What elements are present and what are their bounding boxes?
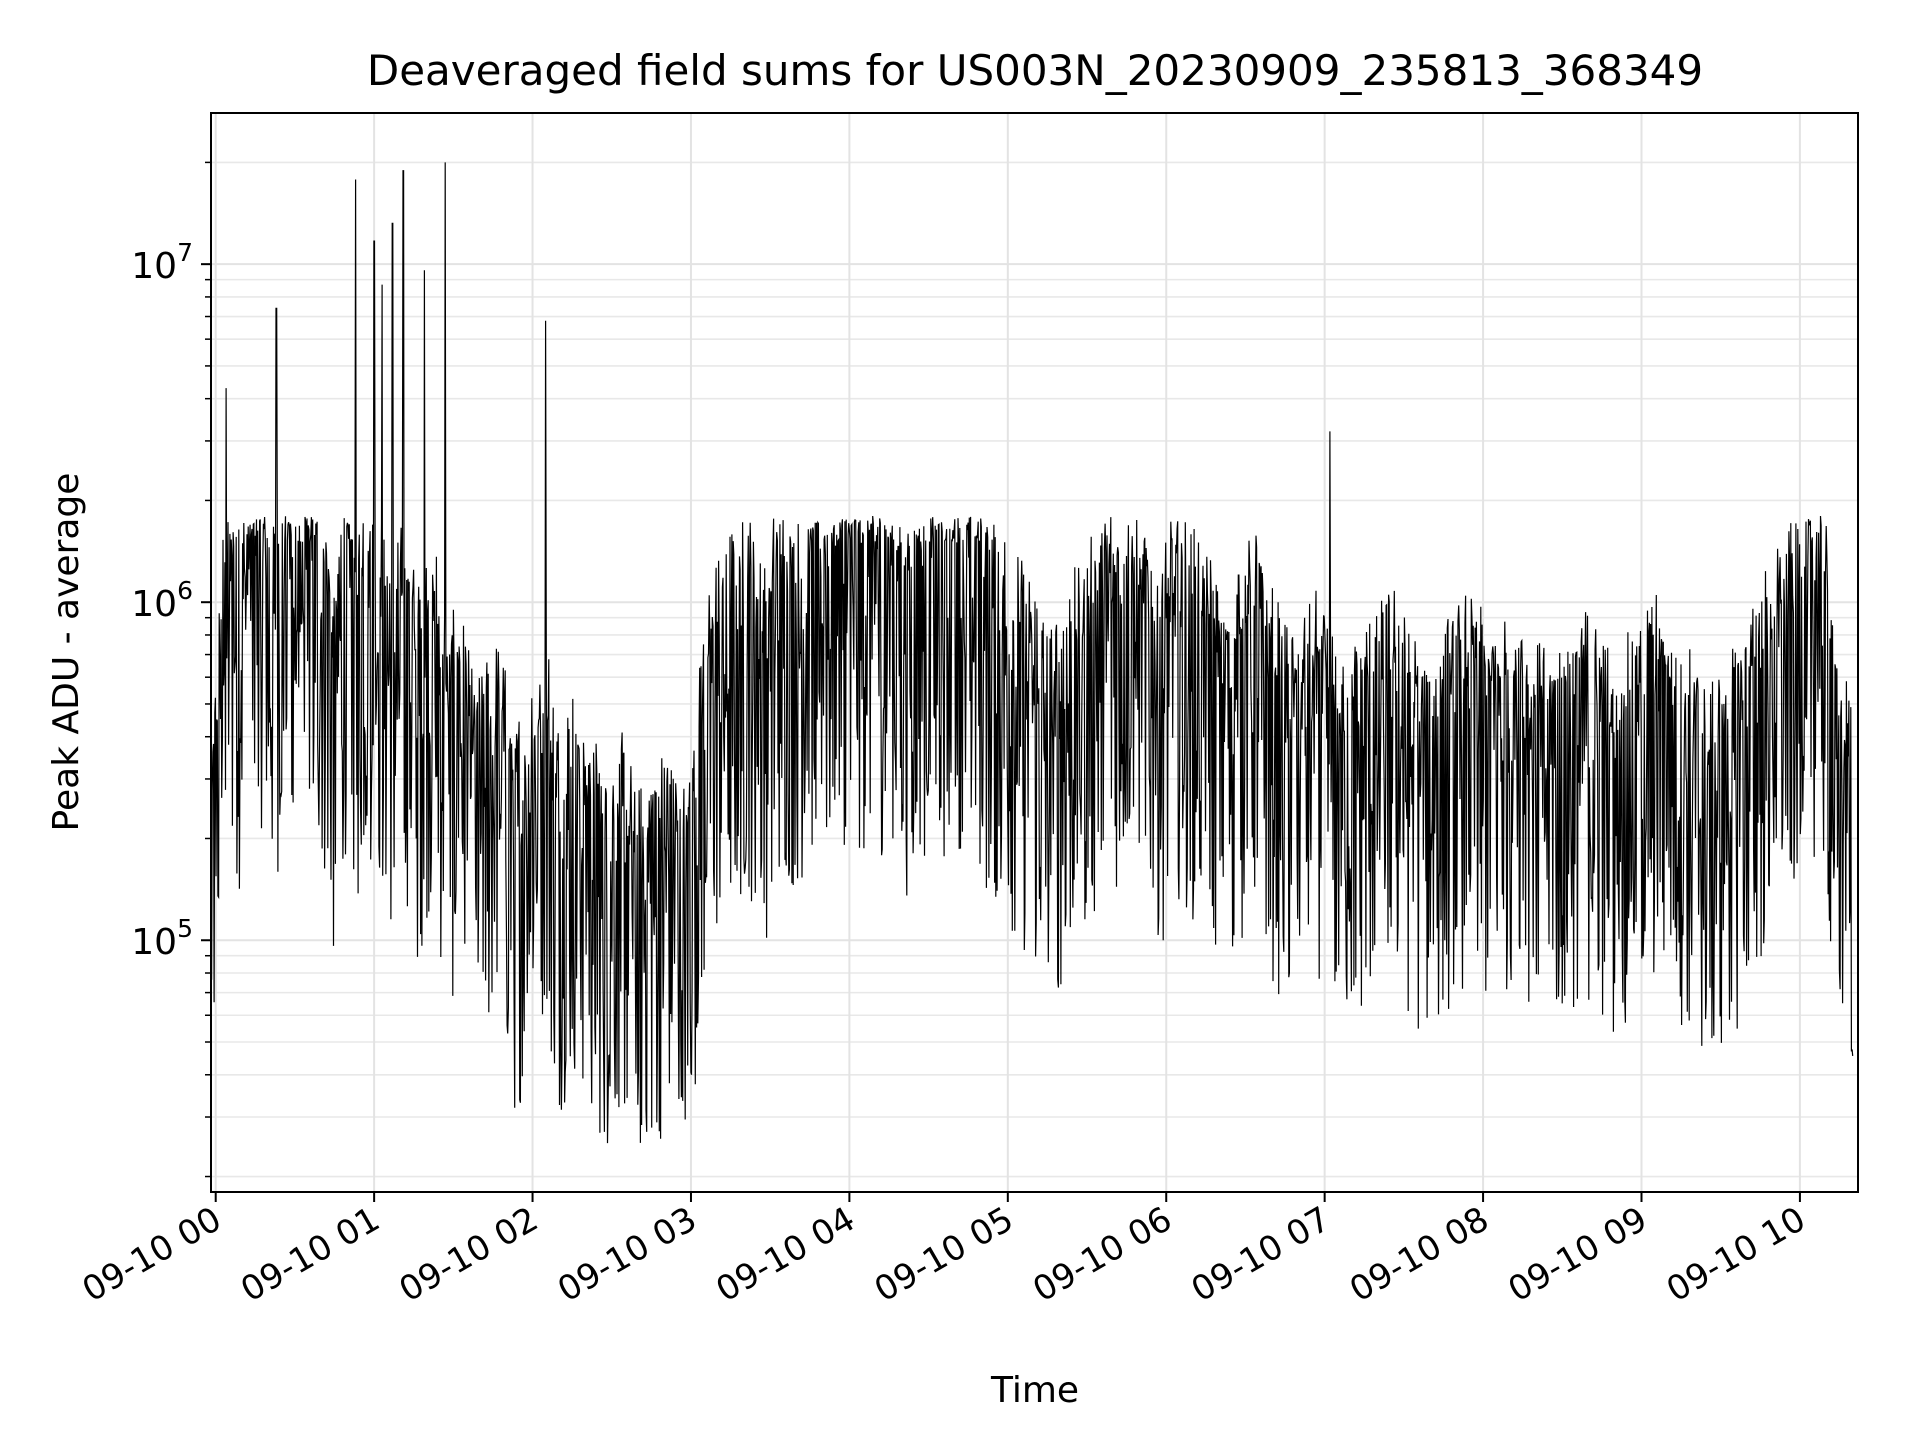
y-tick-label: 105 <box>131 914 193 963</box>
y-axis-label: Peak ADU - average <box>46 473 87 832</box>
plot-frame <box>210 112 1859 1193</box>
x-axis-label: Time <box>990 1370 1079 1411</box>
y-axis-ticks: 105 106 107 <box>131 161 211 1178</box>
chart-title: Deaveraged field sums for US003N_2023090… <box>367 46 1703 95</box>
y-tick-label: 107 <box>131 238 193 287</box>
y-tick-label: 106 <box>131 576 193 625</box>
series-line <box>210 162 1854 1144</box>
data-line-layer <box>210 162 1854 1144</box>
